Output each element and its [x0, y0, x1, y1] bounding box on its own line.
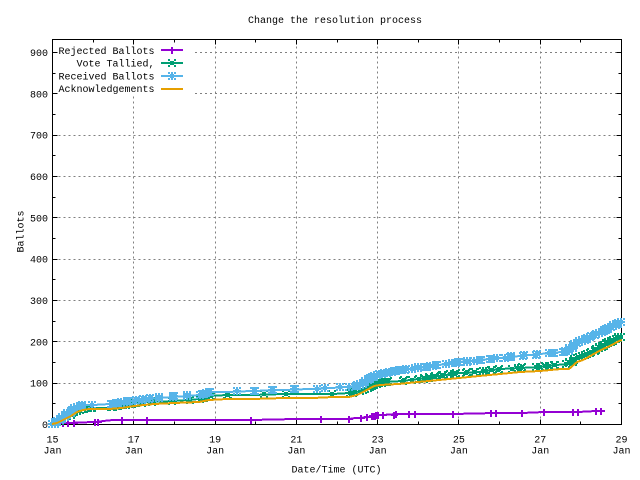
svg-text:Jan: Jan: [43, 447, 61, 458]
svg-text:100: 100: [30, 380, 48, 391]
svg-text:Date/Time (UTC): Date/Time (UTC): [291, 465, 381, 477]
svg-text:800: 800: [30, 90, 48, 101]
svg-text:0: 0: [42, 421, 48, 432]
svg-text:900: 900: [30, 49, 48, 60]
svg-text:19: 19: [209, 436, 221, 447]
svg-text:29: 29: [615, 436, 627, 447]
svg-text:700: 700: [30, 132, 48, 143]
svg-text:Jan: Jan: [206, 447, 224, 458]
svg-text:200: 200: [30, 338, 48, 349]
svg-text:Ballots: Ballots: [16, 210, 28, 252]
svg-text:Received Ballots: Received Ballots: [58, 71, 154, 83]
svg-text:600: 600: [30, 173, 48, 184]
svg-text:25: 25: [453, 436, 465, 447]
svg-text:Jan: Jan: [125, 447, 143, 458]
svg-text:15: 15: [46, 436, 58, 447]
svg-text:17: 17: [128, 436, 140, 447]
svg-text:Change the resolution process: Change the resolution process: [248, 15, 422, 27]
svg-text:Jan: Jan: [450, 447, 468, 458]
svg-text:Acknowledgements: Acknowledgements: [58, 84, 154, 96]
svg-text:Vote Tallied,: Vote Tallied,: [76, 59, 154, 71]
svg-text:21: 21: [290, 436, 302, 447]
svg-text:500: 500: [30, 214, 48, 225]
svg-text:300: 300: [30, 297, 48, 308]
svg-text:Jan: Jan: [369, 447, 387, 458]
svg-text:400: 400: [30, 256, 48, 267]
svg-text:Jan: Jan: [531, 447, 549, 458]
svg-text:27: 27: [534, 436, 546, 447]
svg-text:Jan: Jan: [287, 447, 305, 458]
svg-text:23: 23: [372, 436, 384, 447]
svg-text:Rejected Ballots: Rejected Ballots: [58, 46, 154, 58]
svg-text:Jan: Jan: [612, 447, 630, 458]
